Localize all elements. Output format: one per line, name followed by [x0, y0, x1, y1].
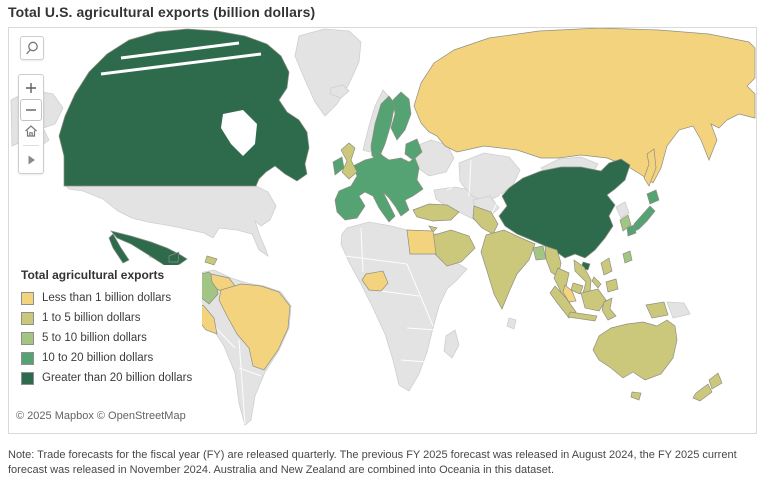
region-indonesia-sulawesi[interactable]	[601, 297, 617, 321]
region-australia[interactable]	[592, 319, 678, 381]
region-brazil[interactable]	[218, 283, 291, 371]
legend-item-gt20[interactable]: Greater than 20 billion dollars	[21, 368, 192, 388]
region-mexico[interactable]	[110, 230, 188, 270]
region-india[interactable]	[480, 229, 536, 310]
region-eu-finland[interactable]	[390, 91, 412, 141]
pan-tool-button[interactable]	[20, 149, 42, 171]
legend-item-1to5[interactable]: 1 to 5 billion dollars	[21, 308, 192, 328]
legend-title: Total agricultural exports	[21, 268, 165, 282]
region-new-zealand-south[interactable]	[692, 383, 713, 402]
region-dominican-republic[interactable]	[204, 255, 218, 266]
region-eu-mainland[interactable]	[334, 149, 424, 223]
zoom-home-button[interactable]	[20, 121, 42, 143]
page-title: Total U.S. agricultural exports (billion…	[8, 4, 316, 20]
legend-label: Greater than 20 billion dollars	[42, 372, 193, 384]
region-malaysia[interactable]	[562, 284, 577, 303]
region-russia-sakhalin[interactable]	[643, 148, 657, 187]
region-north-korea[interactable]	[615, 201, 630, 219]
region-russia[interactable]	[413, 28, 756, 184]
minus-icon	[26, 108, 36, 111]
region-turkey[interactable]	[412, 203, 460, 222]
region-bangladesh[interactable]	[532, 245, 547, 261]
hudson-bay-water	[221, 110, 257, 156]
legend-label: 1 to 5 billion dollars	[42, 312, 141, 324]
region-sri-lanka[interactable]	[506, 317, 517, 330]
legend-swatch-10to20	[21, 351, 34, 365]
region-greenland[interactable]	[294, 28, 362, 117]
region-philippines-mindanao[interactable]	[605, 278, 619, 293]
region-japan-hokkaido[interactable]	[646, 189, 660, 205]
toolbar-divider	[23, 145, 39, 147]
arrow-right-icon	[28, 155, 35, 165]
region-united-states[interactable]	[65, 185, 277, 257]
attribution-text[interactable]: © 2025 Mapbox © OpenStreetMap	[16, 410, 186, 422]
region-nigeria[interactable]	[361, 270, 389, 292]
region-cambodia[interactable]	[570, 282, 584, 295]
map-frame: Total agricultural exports Less than 1 b…	[8, 27, 757, 434]
region-japan-honshu[interactable]	[632, 205, 656, 233]
region-egypt[interactable]	[406, 229, 437, 255]
legend-swatch-5to10	[21, 331, 34, 345]
region-new-zealand-north[interactable]	[708, 372, 723, 390]
legend-item-5to10[interactable]: 5 to 10 billion dollars	[21, 328, 192, 348]
map-legend: Total agricultural exports Less than 1 b…	[13, 265, 203, 394]
region-cyprus[interactable]	[428, 225, 438, 233]
region-japan-kyushu[interactable]	[626, 224, 637, 237]
legend-label: 10 to 20 billion dollars	[42, 352, 154, 364]
region-taiwan[interactable]	[622, 250, 633, 264]
region-united-kingdom[interactable]	[340, 142, 358, 180]
region-china[interactable]	[498, 158, 631, 259]
region-central-asia[interactable]	[458, 152, 521, 203]
magnifier-icon	[26, 41, 38, 55]
region-papua-new-guinea[interactable]	[666, 301, 691, 319]
region-indonesia-borneo[interactable]	[580, 288, 607, 312]
region-canada[interactable]	[58, 28, 310, 187]
arctic-channels	[100, 41, 262, 76]
region-philippines-palawan[interactable]	[591, 276, 602, 289]
south-america-internal-borders	[213, 325, 262, 425]
plus-icon	[26, 82, 36, 93]
region-indonesia-sumatra[interactable]	[549, 285, 577, 319]
legend-item-lt1[interactable]: Less than 1 billion dollars	[21, 288, 192, 308]
region-south-korea[interactable]	[619, 214, 632, 232]
legend-swatch-1to5	[21, 311, 34, 325]
africa-internal-borders	[344, 227, 438, 363]
region-philippines-luzon[interactable]	[600, 257, 613, 276]
region-mexico-yucatan[interactable]	[168, 251, 180, 263]
region-eu-baltics[interactable]	[404, 138, 423, 161]
region-tasmania[interactable]	[630, 391, 642, 401]
legend-label: Less than 1 billion dollars	[42, 292, 172, 304]
world-map	[10, 28, 756, 426]
home-icon	[25, 125, 37, 137]
zoom-out-button[interactable]	[20, 98, 42, 121]
region-iceland[interactable]	[329, 84, 350, 99]
legend-swatch-lt1	[21, 291, 34, 305]
zoom-in-button[interactable]	[20, 77, 42, 99]
footnote: Note: Trade forecasts for the fiscal yea…	[8, 449, 737, 476]
region-madagascar[interactable]	[443, 329, 460, 359]
legend-swatch-gt20	[21, 371, 34, 385]
region-indonesia-papua[interactable]	[645, 301, 669, 319]
legend-label: 5 to 10 billion dollars	[42, 332, 147, 344]
region-mexico-baja[interactable]	[108, 233, 130, 264]
region-indonesia-java[interactable]	[567, 311, 598, 322]
search-button[interactable]	[20, 36, 44, 60]
map-zoom-toolbar	[18, 74, 44, 174]
map-attribution[interactable]: © 2025 Mapbox © OpenStreetMap	[10, 408, 194, 424]
legend-item-10to20[interactable]: 10 to 20 billion dollars	[21, 348, 192, 368]
